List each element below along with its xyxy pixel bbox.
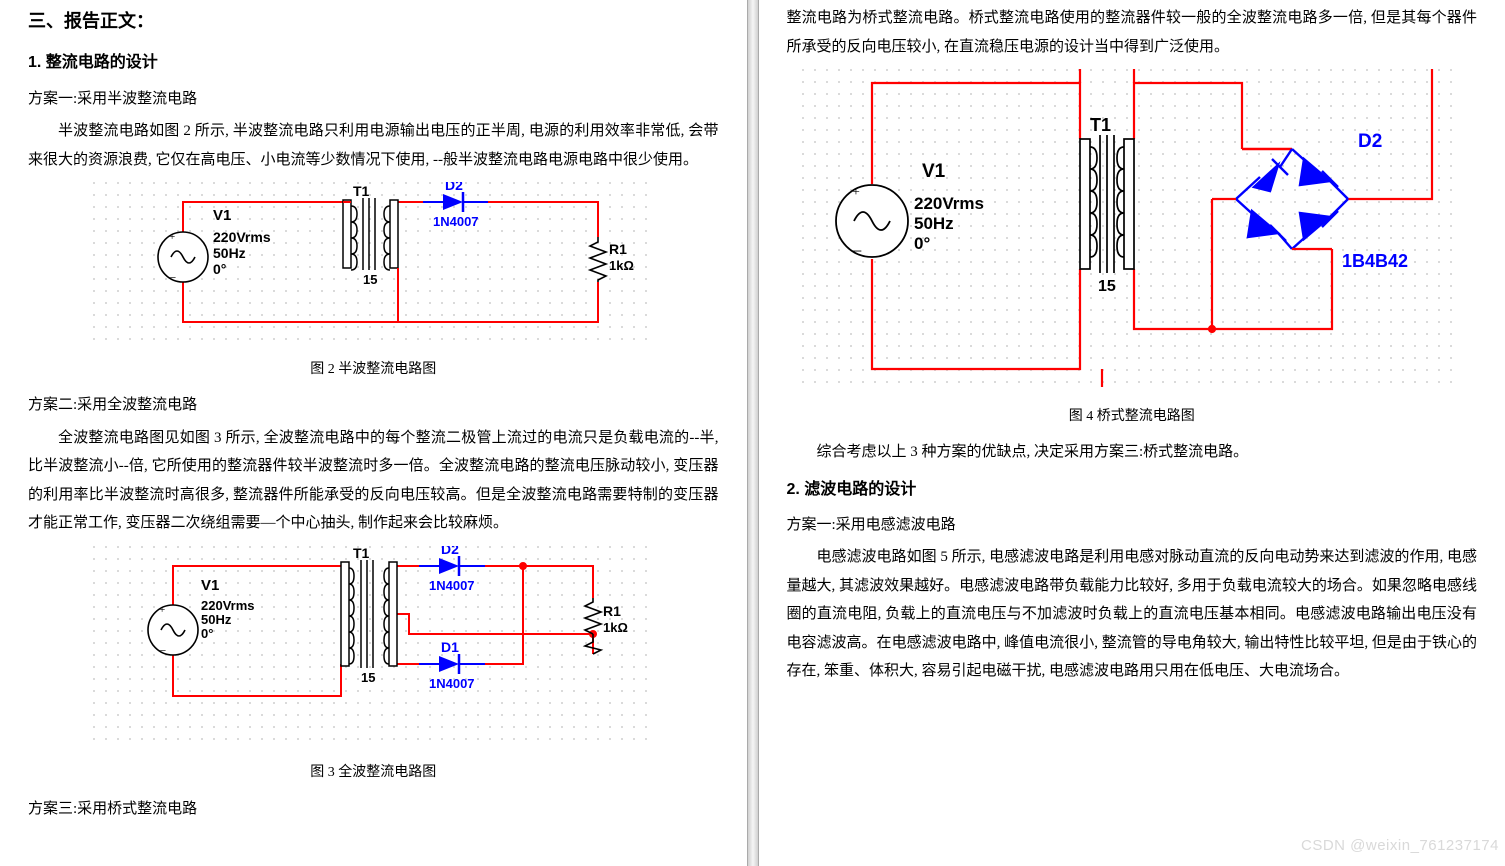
r1-value: 1kΩ — [609, 258, 634, 273]
option1-heading: 方案一:采用半波整流电路 — [28, 85, 719, 114]
fig2-caption: 图 2 半波整流电路图 — [28, 357, 719, 384]
right-conclusion: 综合考虑以上 3 种方案的优缺点, 决定采用方案三:桥式整流电路。 — [787, 438, 1478, 467]
option2-heading: 方案二:采用全波整流电路 — [28, 391, 719, 420]
figure-2: + − V1 220Vrms 50Hz 0° — [28, 182, 719, 353]
svg-text:D2: D2 — [441, 546, 459, 557]
svg-text:T1: T1 — [353, 546, 370, 561]
filter-opt1-heading: 方案一:采用电感滤波电路 — [787, 511, 1478, 540]
svg-text:15: 15 — [361, 670, 375, 685]
page-left: 三、报告正文： 1. 整流电路的设计 方案一:采用半波整流电路 半波整流电路如图… — [0, 0, 747, 866]
right-intro: 整流电路为桥式整流电路。桥式整流电路使用的整流器件较一般的全波整流电路多一倍, … — [787, 4, 1478, 61]
d2-part: 1N4007 — [433, 214, 479, 229]
svg-text:−: − — [159, 643, 166, 658]
svg-text:50Hz: 50Hz — [914, 214, 954, 233]
fig2-svg: + − V1 220Vrms 50Hz 0° — [93, 182, 653, 342]
svg-text:D1: D1 — [441, 639, 459, 655]
filter-opt1-body: 电感滤波电路如图 5 所示, 电感滤波电路是利用电感对脉动直流的反向电动势来达到… — [787, 543, 1478, 686]
svg-text:T1: T1 — [1090, 115, 1111, 135]
svg-text:+: + — [169, 231, 175, 243]
svg-text:15: 15 — [1098, 278, 1116, 295]
watermark: CSDN @weixin_761237174 — [1301, 832, 1499, 861]
fig4-svg: + − V1 220Vrms 50Hz 0° T1 15 — [802, 69, 1462, 389]
section-title: 三、报告正文： — [28, 4, 719, 38]
option2-body: 全波整流电路图见如图 3 所示, 全波整流电路中的每个整流二极管上流过的电流只是… — [28, 424, 719, 538]
svg-text:220Vrms: 220Vrms — [201, 598, 255, 613]
svg-text:V1: V1 — [201, 577, 219, 594]
v1-label: V1 — [213, 207, 231, 224]
r1-label: R1 — [609, 241, 627, 257]
svg-text:R1: R1 — [603, 603, 621, 619]
v1-l2: 50Hz — [213, 245, 246, 261]
fig3-caption: 图 3 全波整流电路图 — [28, 760, 719, 787]
figure-3: + − V1 220Vrms 50Hz 0° T1 15 — [28, 546, 719, 757]
svg-text:−: − — [852, 241, 862, 261]
svg-text:−: − — [169, 270, 176, 285]
fig3-svg: + − V1 220Vrms 50Hz 0° T1 15 — [93, 546, 653, 746]
fig4-caption: 图 4 桥式整流电路图 — [787, 404, 1478, 431]
option1-body: 半波整流电路如图 2 所示, 半波整流电路只利用电源输出电压的正半周, 电源的利… — [28, 117, 719, 174]
d2-label: D2 — [445, 182, 463, 193]
svg-text:1kΩ: 1kΩ — [603, 620, 628, 635]
page-right: 整流电路为桥式整流电路。桥式整流电路使用的整流器件较一般的全波整流电路多一倍, … — [759, 0, 1505, 866]
bridge-part: 1B4B42 — [1342, 251, 1408, 271]
svg-text:+: + — [159, 604, 165, 616]
svg-text:+: + — [852, 185, 860, 200]
bridge-d2-label: D2 — [1358, 131, 1382, 152]
option3-heading: 方案三:采用桥式整流电路 — [28, 795, 719, 824]
v1-l1: 220Vrms — [213, 229, 271, 245]
svg-text:1N4007: 1N4007 — [429, 578, 475, 593]
transformer-t1 — [1080, 135, 1134, 273]
svg-text:50Hz: 50Hz — [201, 612, 232, 627]
heading-filter: 2. 滤波电路的设计 — [787, 475, 1478, 505]
t1-ratio: 15 — [363, 272, 377, 287]
figure-4: + − V1 220Vrms 50Hz 0° T1 15 — [787, 69, 1478, 400]
t1-label: T1 — [353, 183, 370, 199]
page-divider — [747, 0, 759, 866]
svg-text:V1: V1 — [922, 161, 946, 182]
svg-text:0°: 0° — [914, 234, 930, 253]
svg-text:0°: 0° — [201, 626, 213, 641]
heading-rectifier: 1. 整流电路的设计 — [28, 48, 719, 78]
svg-text:1N4007: 1N4007 — [429, 676, 475, 691]
svg-text:220Vrms: 220Vrms — [914, 194, 984, 213]
